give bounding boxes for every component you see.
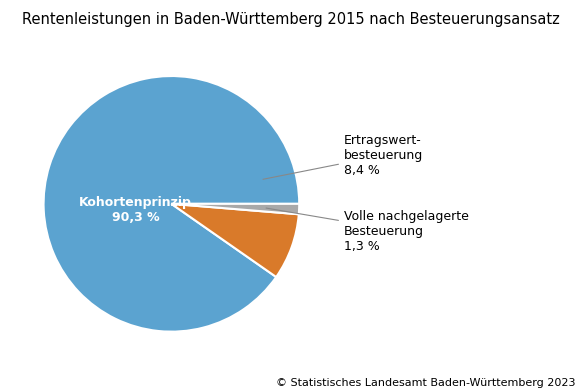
Text: Kohortenprinzip
90,3 %: Kohortenprinzip 90,3 % <box>79 196 192 224</box>
Text: Rentenleistungen in Baden-Württemberg 2015 nach Besteuerungsansatz: Rentenleistungen in Baden-Württemberg 20… <box>21 12 560 27</box>
Wedge shape <box>171 204 299 277</box>
Text: Volle nachgelagerte
Besteuerung
1,3 %: Volle nachgelagerte Besteuerung 1,3 % <box>266 208 469 254</box>
Text: © Statistisches Landesamt Baden-Württemberg 2023: © Statistisches Landesamt Baden-Württemb… <box>276 378 575 388</box>
Text: Ertragswert-
besteuerung
8,4 %: Ertragswert- besteuerung 8,4 % <box>263 134 423 179</box>
Wedge shape <box>171 204 299 214</box>
Wedge shape <box>44 76 299 332</box>
